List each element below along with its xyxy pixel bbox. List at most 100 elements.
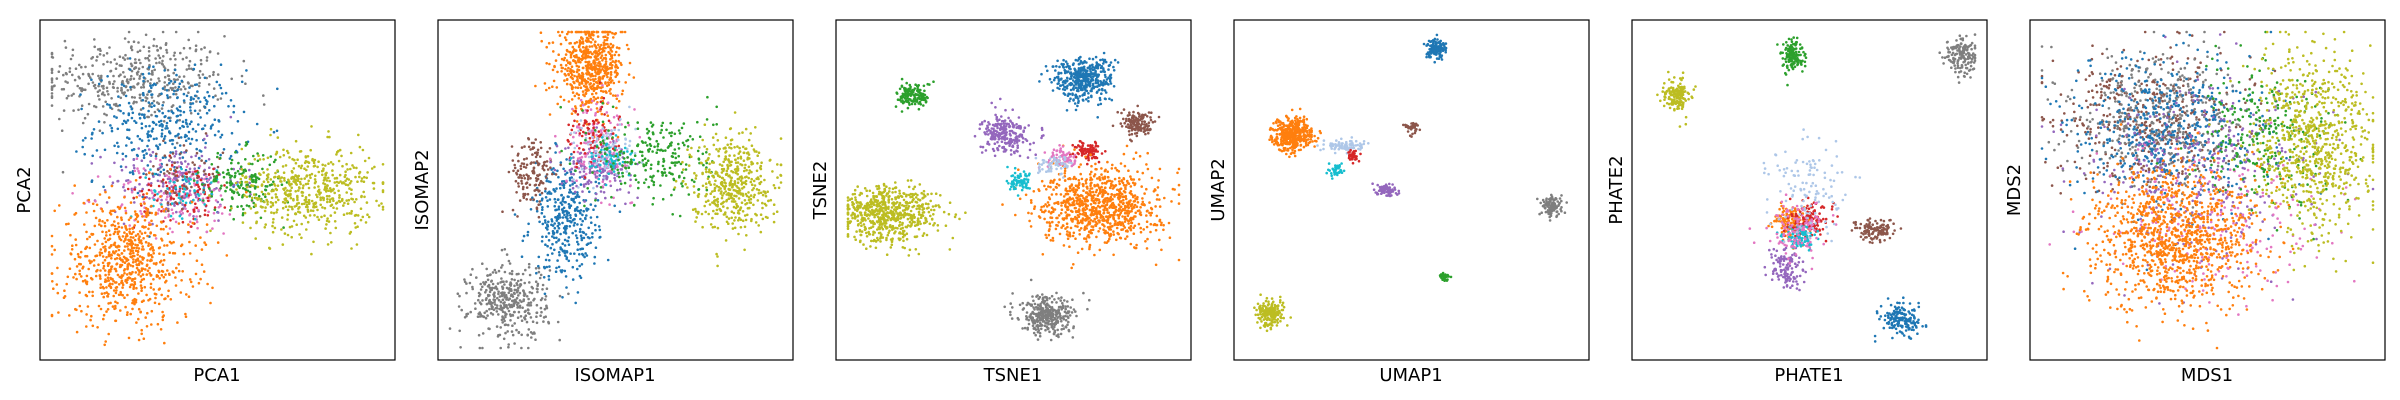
data-point bbox=[604, 35, 607, 38]
data-point bbox=[167, 215, 170, 218]
data-point bbox=[50, 81, 54, 84]
data-point bbox=[570, 52, 574, 55]
data-point bbox=[491, 271, 495, 274]
data-point bbox=[604, 162, 607, 165]
data-point bbox=[208, 194, 211, 197]
data-point bbox=[134, 179, 138, 182]
data-point bbox=[178, 144, 182, 147]
data-point bbox=[98, 274, 102, 277]
data-point bbox=[230, 158, 234, 162]
data-point bbox=[168, 159, 171, 162]
data-point bbox=[170, 110, 174, 113]
data-point bbox=[636, 144, 639, 148]
data-point bbox=[601, 120, 605, 124]
data-point bbox=[594, 61, 597, 64]
data-point bbox=[66, 81, 69, 84]
data-point bbox=[696, 149, 700, 153]
data-point bbox=[662, 160, 665, 163]
data-point bbox=[160, 205, 164, 209]
data-point bbox=[584, 155, 587, 158]
y-axis-label-pca: PCA2 bbox=[14, 166, 35, 213]
data-point bbox=[353, 222, 357, 225]
data-point bbox=[230, 207, 233, 210]
data-point bbox=[372, 187, 376, 190]
data-point bbox=[153, 193, 157, 197]
data-point bbox=[207, 94, 211, 98]
data-point bbox=[231, 190, 234, 193]
data-point bbox=[119, 109, 122, 113]
data-point bbox=[321, 173, 324, 177]
data-point bbox=[101, 210, 104, 213]
data-point bbox=[131, 261, 135, 264]
data-point bbox=[139, 202, 143, 206]
data-point bbox=[599, 65, 603, 68]
data-point bbox=[190, 200, 194, 204]
data-point bbox=[137, 147, 140, 150]
data-point bbox=[614, 65, 617, 68]
data-point bbox=[592, 186, 595, 190]
data-point bbox=[363, 175, 366, 179]
data-point bbox=[612, 139, 615, 143]
data-point bbox=[510, 145, 514, 148]
data-point bbox=[212, 211, 216, 215]
data-point bbox=[202, 170, 206, 173]
data-point bbox=[255, 220, 258, 223]
data-point bbox=[558, 338, 561, 342]
data-point bbox=[187, 295, 191, 299]
data-point bbox=[148, 171, 151, 175]
data-point bbox=[500, 291, 503, 295]
data-point bbox=[624, 160, 627, 164]
data-point bbox=[303, 177, 307, 180]
data-point bbox=[485, 309, 489, 313]
data-point bbox=[162, 314, 165, 317]
data-point bbox=[321, 206, 324, 209]
data-point bbox=[534, 177, 538, 180]
data-point bbox=[234, 151, 237, 154]
data-point bbox=[167, 175, 171, 179]
data-point bbox=[116, 273, 120, 277]
data-point bbox=[317, 218, 321, 221]
data-point bbox=[136, 253, 139, 256]
data-point bbox=[304, 196, 308, 199]
data-point bbox=[342, 204, 345, 207]
data-point bbox=[513, 288, 517, 292]
data-point bbox=[161, 263, 165, 267]
data-point bbox=[68, 267, 72, 271]
data-point bbox=[579, 162, 582, 165]
data-point bbox=[169, 298, 173, 301]
data-point bbox=[306, 220, 310, 224]
data-point bbox=[142, 277, 146, 281]
data-point bbox=[251, 162, 254, 166]
data-point bbox=[198, 81, 201, 85]
data-point bbox=[108, 103, 111, 107]
data-point bbox=[618, 46, 621, 50]
data-point bbox=[138, 194, 141, 197]
data-point bbox=[240, 168, 244, 171]
data-point bbox=[597, 177, 601, 181]
data-point bbox=[205, 56, 209, 59]
data-point bbox=[618, 175, 621, 179]
data-point bbox=[266, 203, 269, 206]
data-point bbox=[119, 309, 122, 312]
data-point bbox=[98, 219, 101, 223]
data-point bbox=[331, 197, 335, 200]
data-point bbox=[589, 36, 593, 39]
data-point bbox=[573, 221, 576, 225]
data-point bbox=[84, 88, 87, 92]
data-point bbox=[557, 198, 560, 201]
data-point bbox=[98, 98, 101, 101]
data-point bbox=[181, 220, 185, 224]
data-point bbox=[114, 245, 118, 248]
data-point bbox=[107, 196, 111, 199]
data-point bbox=[484, 291, 487, 294]
data-point bbox=[769, 198, 773, 202]
data-point bbox=[110, 129, 114, 133]
data-point bbox=[535, 303, 539, 307]
data-point bbox=[577, 129, 580, 133]
data-point bbox=[327, 189, 331, 192]
data-point bbox=[115, 289, 118, 292]
data-point bbox=[616, 123, 619, 126]
data-point bbox=[647, 148, 650, 152]
data-point bbox=[680, 182, 683, 185]
data-point bbox=[112, 294, 115, 298]
